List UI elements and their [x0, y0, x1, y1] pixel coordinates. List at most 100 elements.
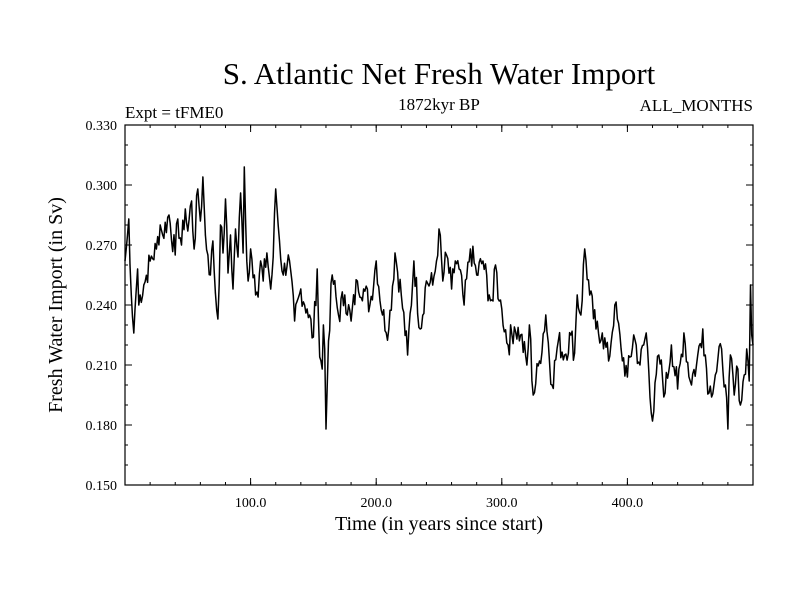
data-point	[266, 252, 268, 254]
data-point	[419, 328, 421, 330]
data-point	[184, 208, 186, 210]
data-point	[260, 260, 262, 262]
data-point	[204, 234, 206, 236]
data-point	[727, 428, 729, 430]
data-point	[714, 374, 716, 376]
y-axis: 0.150 0.180 0.210 0.240 0.270 0.300 0.330	[86, 119, 753, 494]
data-point	[574, 352, 576, 354]
data-point	[131, 316, 134, 318]
data-point	[695, 364, 698, 366]
data-point	[689, 380, 691, 382]
data-point	[199, 220, 201, 222]
data-point	[234, 228, 237, 230]
data-point	[129, 264, 131, 266]
data-point	[312, 336, 314, 338]
data-point	[180, 244, 183, 246]
data-point	[126, 234, 129, 236]
data-point	[498, 300, 500, 302]
data-point	[739, 404, 742, 406]
data-point	[257, 296, 259, 298]
y-tick-label: 0.270	[86, 239, 118, 254]
data-point	[287, 254, 289, 256]
y-tick-label: 0.180	[86, 419, 118, 434]
data-point	[513, 326, 515, 328]
data-point	[214, 292, 217, 294]
data-point	[193, 248, 195, 250]
data-point	[708, 392, 710, 394]
data-point	[174, 254, 176, 256]
data-point	[748, 380, 750, 382]
data-point	[737, 368, 739, 370]
data-point	[557, 340, 559, 342]
data-point	[227, 272, 229, 274]
data-point	[136, 268, 139, 270]
data-point	[272, 256, 274, 258]
data-point	[229, 234, 232, 236]
data-point	[551, 384, 553, 386]
data-point	[752, 344, 754, 346]
chart-subtitle-experiment: Expt = tFME0	[125, 103, 223, 122]
plot-frame	[124, 124, 754, 486]
y-tick-label: 0.150	[86, 479, 118, 494]
data-point	[607, 360, 610, 362]
data-point	[168, 214, 170, 216]
data-point	[507, 344, 509, 346]
data-point	[658, 354, 660, 356]
data-point	[532, 394, 534, 396]
data-point	[247, 280, 249, 282]
data-point	[331, 274, 333, 276]
data-point	[135, 288, 137, 290]
data-point	[363, 288, 365, 290]
data-point	[321, 368, 323, 370]
data-point	[242, 252, 244, 254]
data-point	[721, 348, 723, 350]
data-point	[133, 332, 135, 334]
x-tick-label: 400.0	[612, 496, 644, 511]
data-point	[476, 274, 478, 276]
data-point	[300, 288, 302, 290]
data-point	[162, 234, 164, 236]
data-point	[224, 198, 227, 200]
data-point	[253, 274, 255, 276]
data-point	[381, 314, 384, 316]
x-axis: 100.0 200.0 300.0 400.0	[149, 125, 729, 511]
data-point	[751, 334, 753, 336]
data-point	[209, 274, 212, 276]
data-point	[394, 252, 396, 254]
data-point	[413, 260, 415, 262]
data-point	[438, 228, 440, 230]
data-point	[128, 218, 130, 220]
data-point	[149, 260, 151, 262]
chart-title: S. Atlantic Net Fresh Water Import	[223, 56, 656, 91]
data-point	[488, 294, 490, 296]
x-tick-label: 200.0	[360, 496, 392, 511]
data-point	[724, 384, 726, 386]
data-point	[528, 324, 531, 326]
data-point	[159, 224, 161, 226]
data-point	[580, 314, 582, 316]
data-point	[620, 348, 622, 350]
data-point	[545, 314, 547, 316]
data-point	[197, 188, 199, 190]
data-point	[589, 294, 591, 296]
data-point	[614, 304, 616, 306]
data-point	[463, 304, 465, 306]
data-point	[435, 260, 438, 262]
data-point	[262, 280, 264, 282]
data-point	[733, 394, 735, 396]
data-point	[375, 260, 377, 262]
data-point	[270, 288, 272, 290]
data-point	[651, 420, 654, 422]
data-point	[237, 256, 239, 258]
data-point	[239, 192, 242, 194]
data-point	[322, 324, 325, 326]
data-point	[494, 264, 497, 266]
data-point	[570, 334, 572, 336]
data-point	[212, 240, 214, 242]
data-point	[432, 284, 434, 286]
data-point	[217, 318, 219, 320]
data-point	[207, 254, 209, 256]
data-point	[219, 224, 222, 226]
series-layer	[124, 166, 754, 430]
y-tick-label: 0.240	[86, 299, 118, 314]
